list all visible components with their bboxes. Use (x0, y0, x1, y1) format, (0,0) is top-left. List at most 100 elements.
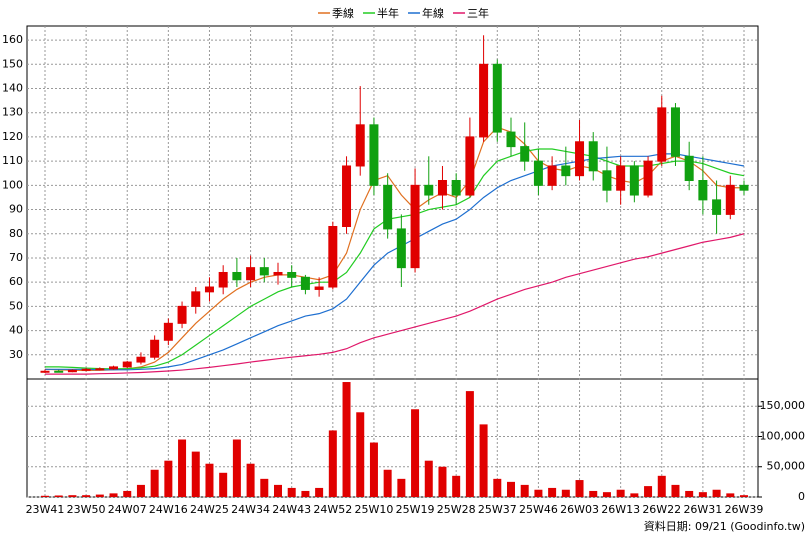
candle-body (684, 155, 694, 182)
volume-bar (68, 495, 77, 497)
candle-body (232, 271, 242, 281)
volume-bar (575, 480, 584, 497)
candle-body (588, 141, 598, 172)
candle-body (616, 165, 626, 191)
candle-body (342, 165, 352, 227)
x-tick-label: 25W19 (396, 503, 435, 516)
y2-tick-label: 150,000 (760, 399, 806, 412)
y-tick-label: 70 (9, 251, 23, 264)
volume-bar (507, 481, 515, 497)
volume-bar (369, 442, 378, 497)
volume-bar (191, 451, 200, 497)
y-tick-label: 120 (2, 130, 23, 143)
ma-line (45, 153, 745, 371)
x-tick-label: 24W25 (190, 503, 229, 516)
volume-bar (95, 494, 104, 497)
y-tick-label: 130 (2, 106, 23, 119)
volume-bar (548, 487, 557, 497)
y-tick-label: 150 (2, 57, 23, 70)
volume-bar (424, 460, 433, 497)
x-tick-label: 24W43 (272, 503, 311, 516)
candle-body (657, 107, 667, 162)
volume-bar (411, 409, 420, 497)
footer: 資料日期: 09/21 (Goodinfo.tw) (644, 519, 805, 533)
volume-bar (685, 490, 694, 497)
candle-body (629, 165, 639, 196)
volume-bar (630, 493, 639, 497)
candle-body (150, 339, 160, 358)
y-tick-label: 60 (9, 275, 23, 288)
y-tick-label: 50 (9, 299, 23, 312)
x-tick-label: 24W16 (149, 503, 188, 516)
y2-tick-label: 0 (798, 490, 805, 503)
candle-body (506, 131, 516, 148)
volume-bar (328, 430, 337, 497)
candle-body (95, 368, 105, 371)
candle-body (246, 267, 256, 281)
x-tick-label: 25W10 (355, 503, 394, 516)
candle-body (492, 63, 502, 133)
candle-body (451, 180, 461, 196)
volume-bar (397, 478, 406, 497)
candle-body (698, 180, 708, 201)
candle-body (314, 286, 324, 290)
x-tick-label: 24W07 (108, 503, 147, 516)
candle-body (437, 180, 447, 196)
volume-bar (82, 495, 91, 497)
ma-line (45, 148, 745, 370)
candle-body (136, 356, 146, 363)
volume-bar (726, 493, 735, 497)
candle-body (40, 370, 50, 373)
volume-bar (561, 489, 570, 497)
candle-body (109, 366, 119, 370)
volume-bar (342, 382, 351, 497)
x-tick-label: 24W52 (313, 503, 352, 516)
candle-body (287, 271, 297, 278)
volume-bar (534, 489, 543, 497)
candle-body (670, 107, 680, 157)
y2-tick-label: 100,000 (760, 429, 806, 442)
candle-body (122, 361, 132, 368)
volume-bar (232, 439, 241, 497)
y-tick-label: 40 (9, 324, 23, 337)
volume-bar (493, 478, 502, 497)
volume-bar (589, 490, 598, 497)
candle-body (547, 165, 557, 186)
volume-bar (740, 495, 748, 497)
legend-label: 半年 (377, 6, 399, 20)
volume-bar (465, 391, 474, 497)
candle-body (259, 267, 269, 276)
volume-bar (438, 466, 447, 497)
candle-body (383, 184, 393, 230)
candle-body (561, 165, 571, 177)
x-tick-label: 26W22 (642, 503, 681, 516)
legend-label: 季線 (332, 6, 354, 20)
volume-bar (698, 492, 707, 497)
volume-bar (274, 484, 282, 497)
y-tick-label: 140 (2, 82, 23, 95)
legend-label: 年線 (422, 6, 444, 20)
candle-body (273, 271, 283, 276)
ma-line (44, 126, 744, 372)
volume-bar (219, 472, 228, 497)
candle-body (479, 63, 489, 138)
candle-body (520, 146, 530, 162)
volume-bar (383, 469, 392, 497)
x-tick-label: 25W37 (478, 503, 517, 516)
y-tick-label: 80 (9, 227, 23, 240)
candle-body (218, 271, 228, 288)
volume-bar (164, 460, 173, 497)
x-tick-label: 25W46 (519, 503, 558, 516)
candle-body (465, 136, 475, 196)
x-tick-label: 24W34 (231, 503, 270, 516)
candle-body (602, 170, 612, 191)
candle-body (369, 124, 379, 186)
y2-tick-label: 50,000 (767, 460, 806, 473)
volume-bar (54, 495, 63, 497)
candle-body (533, 160, 543, 186)
y-tick-label: 110 (2, 154, 23, 167)
candle-body (328, 225, 338, 288)
candle-body (67, 369, 77, 373)
volume-bar (452, 475, 461, 497)
